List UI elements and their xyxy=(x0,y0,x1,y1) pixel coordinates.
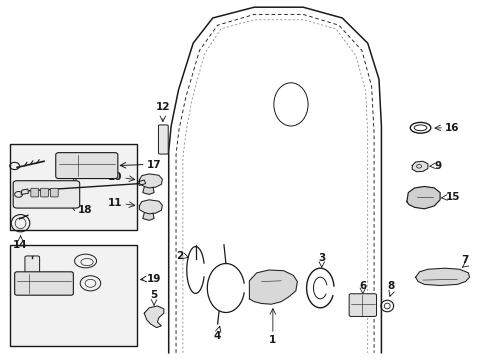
Polygon shape xyxy=(249,270,297,304)
Text: 9: 9 xyxy=(433,161,441,171)
Polygon shape xyxy=(139,200,162,214)
Text: 11: 11 xyxy=(107,198,122,208)
FancyBboxPatch shape xyxy=(158,125,168,154)
Polygon shape xyxy=(415,268,468,285)
FancyBboxPatch shape xyxy=(25,256,40,273)
FancyBboxPatch shape xyxy=(56,153,118,179)
Text: 2: 2 xyxy=(176,251,183,261)
FancyBboxPatch shape xyxy=(15,272,73,295)
Polygon shape xyxy=(406,186,439,209)
Text: 3: 3 xyxy=(318,253,325,263)
Text: 18: 18 xyxy=(78,205,93,215)
Text: 10: 10 xyxy=(107,172,122,182)
FancyBboxPatch shape xyxy=(13,181,80,208)
FancyBboxPatch shape xyxy=(31,188,39,197)
Bar xyxy=(10,144,137,230)
FancyBboxPatch shape xyxy=(348,294,376,316)
Text: 1: 1 xyxy=(269,335,276,345)
Polygon shape xyxy=(139,174,162,188)
Text: 14: 14 xyxy=(13,240,28,251)
Text: 17: 17 xyxy=(146,159,161,170)
Text: 12: 12 xyxy=(155,102,170,112)
FancyBboxPatch shape xyxy=(41,188,48,197)
Text: 4: 4 xyxy=(213,331,221,341)
Polygon shape xyxy=(142,213,154,220)
Text: 5: 5 xyxy=(150,290,157,300)
Polygon shape xyxy=(144,306,163,328)
Bar xyxy=(10,245,137,346)
Polygon shape xyxy=(138,180,145,185)
Polygon shape xyxy=(411,161,427,172)
Polygon shape xyxy=(142,187,154,194)
Text: 19: 19 xyxy=(146,274,161,284)
Polygon shape xyxy=(21,189,28,194)
Text: 7: 7 xyxy=(460,255,468,265)
Text: 13: 13 xyxy=(67,166,82,176)
Text: 15: 15 xyxy=(445,192,460,202)
Text: 8: 8 xyxy=(387,281,394,291)
Text: 16: 16 xyxy=(444,123,459,133)
Text: 6: 6 xyxy=(359,281,366,291)
FancyBboxPatch shape xyxy=(50,188,58,197)
